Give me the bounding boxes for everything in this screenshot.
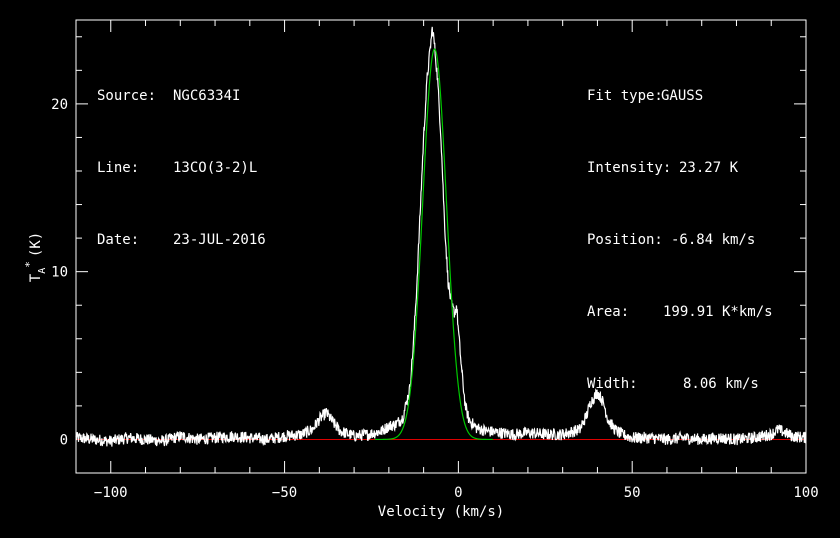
- x-tick-label: 50: [624, 485, 641, 501]
- plot-frame: [75, 19, 807, 474]
- y-axis-label-main: T: [28, 273, 44, 282]
- fit-position: Position: -6.84 km/s: [587, 232, 756, 248]
- info-date: Date: 23-JUL-2016: [97, 232, 266, 248]
- x-axis-label: Velocity (km/s): [378, 504, 504, 520]
- info-source: Source: NGC6334I: [97, 88, 241, 104]
- y-axis-label-unit: (K): [28, 232, 44, 257]
- info-right: Fit type:GAUSS Intensity: 23.27 K Positio…: [587, 36, 773, 420]
- info-left: Source: NGC6334I Line: 13CO(3-2)L Date: 23-…: [97, 36, 266, 276]
- fit-width: Width: 8.06 km/s: [587, 376, 759, 392]
- y-tick-label: 10: [51, 265, 68, 281]
- fit-type: Fit type:GAUSS: [587, 88, 704, 104]
- axis-ticks: [75, 20, 807, 474]
- y-tick-label: 20: [51, 97, 68, 113]
- x-tick-label: −100: [94, 485, 128, 501]
- svg-text:TA*(K): TA* (K): [23, 232, 48, 282]
- spectrum-line: [75, 26, 807, 447]
- fit-intensity: Intensity: 23.27 K: [587, 160, 739, 176]
- y-axis-label-sub: A: [37, 268, 48, 274]
- gaussian-fit-line: [374, 48, 493, 441]
- y-axis-label: TA* (K): [23, 232, 48, 282]
- y-axis-label-sup: *: [23, 261, 36, 268]
- axis-tick-labels: −100 −50 0 50 100 0 10 20: [51, 97, 819, 501]
- x-tick-label: 100: [793, 485, 818, 501]
- info-line: Line: 13CO(3-2)L: [97, 160, 258, 176]
- fit-area: Area: 199.91 K*km/s: [587, 304, 773, 320]
- y-tick-label: 0: [60, 432, 68, 448]
- x-tick-label: 0: [454, 485, 462, 501]
- x-tick-label: −50: [272, 485, 297, 501]
